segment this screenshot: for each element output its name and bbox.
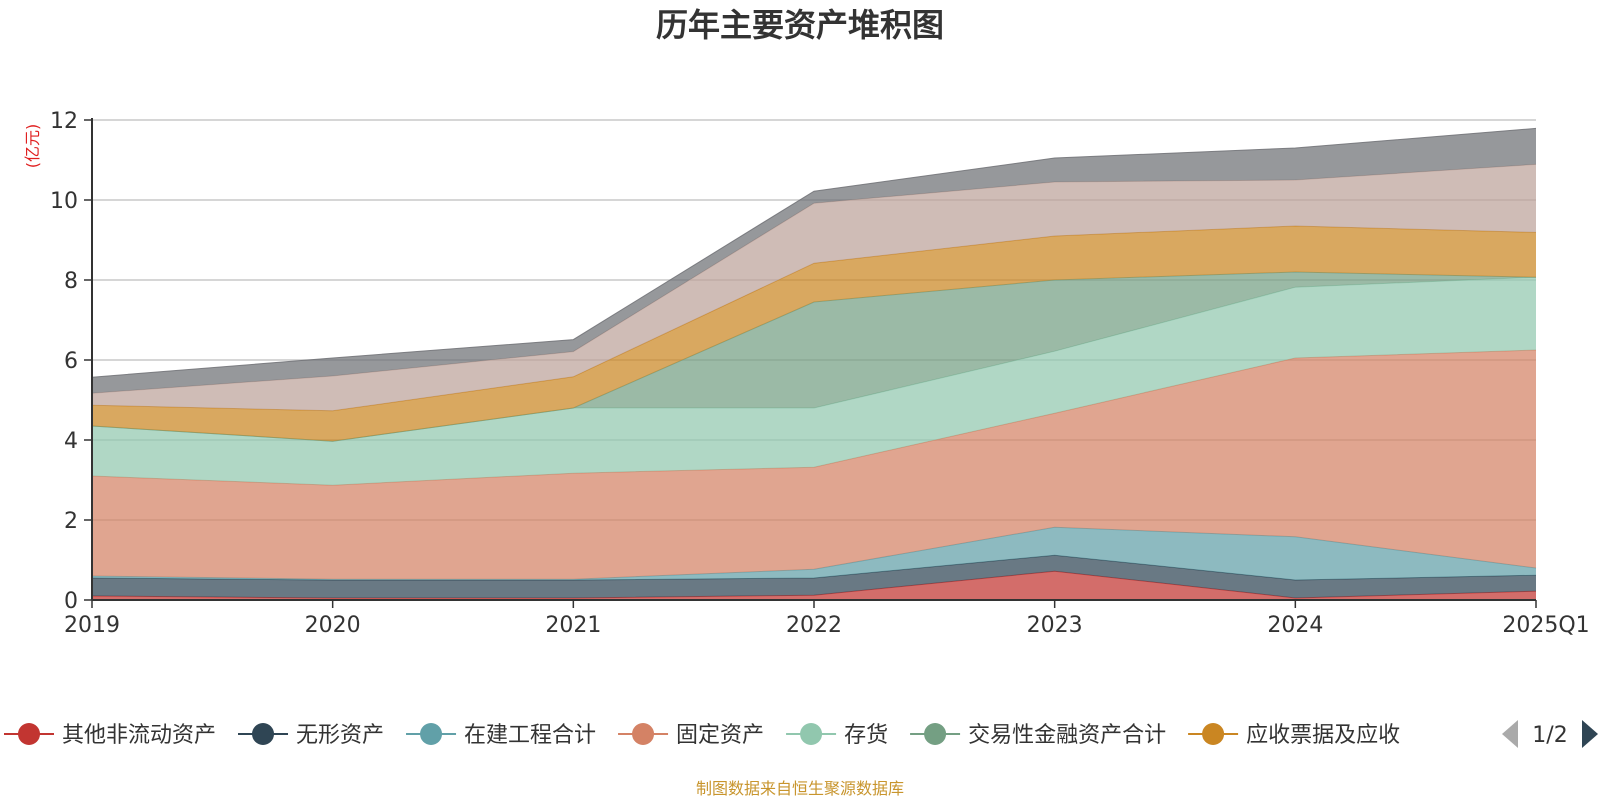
legend-label: 应收票据及应收: [1246, 723, 1400, 748]
y-tick-label: 12: [50, 109, 78, 134]
area-series-5: [92, 277, 1536, 486]
x-tick-label: 2021: [545, 613, 601, 638]
legend-dot-marker: [800, 723, 823, 745]
y-tick-label: 0: [64, 589, 78, 614]
legend-item-5[interactable]: 存货: [786, 723, 888, 748]
legend-label: 固定资产: [676, 723, 764, 748]
source-note: 制图数据来自恒生聚源数据库: [696, 779, 904, 798]
legend-dot-marker: [18, 723, 40, 745]
legend-item-2[interactable]: 无形资产: [238, 723, 384, 748]
x-tick-label: 2022: [786, 613, 842, 638]
legend-pager: 1/2: [1502, 720, 1598, 748]
legend-item-1[interactable]: 其他非流动资产: [4, 723, 216, 748]
axes: 0 2 4 6 8 10 12 2019 2020 2021 2022 2023 2024 2025Q1: [50, 109, 1590, 638]
y-tick-label: 8: [64, 269, 78, 294]
x-tick-label: 2023: [1027, 613, 1083, 638]
area-series-1: [92, 571, 1536, 600]
legend-dot-marker: [924, 723, 947, 745]
legend-dot-marker: [632, 723, 655, 745]
legend-item-3[interactable]: 在建工程合计: [406, 723, 596, 748]
legend-label: 其他非流动资产: [62, 723, 216, 748]
y-axis-unit-label: (亿元): [23, 124, 42, 169]
x-tick-label: 2020: [305, 613, 361, 638]
area-series-6: [92, 272, 1536, 442]
area-series-9: [92, 128, 1536, 394]
legend-label: 存货: [844, 723, 888, 748]
y-tick-label: 2: [64, 509, 78, 534]
y-tick-label: 6: [64, 349, 78, 374]
legend-label: 在建工程合计: [464, 723, 596, 748]
chart-title: 历年主要资产堆积图: [656, 6, 944, 44]
legend-label: 交易性金融资产合计: [968, 723, 1166, 748]
legend-item-7[interactable]: 应收票据及应收: [1188, 723, 1400, 748]
legend-prev-page-icon[interactable]: [1502, 720, 1518, 748]
area-series-8: [92, 164, 1536, 411]
legend-next-page-icon[interactable]: [1582, 720, 1598, 748]
area-series-4: [92, 350, 1536, 580]
area-series-layer: [91, 127, 1537, 600]
legend-dot-marker: [420, 723, 443, 745]
area-series-7: [92, 226, 1536, 442]
y-tick-label: 10: [50, 189, 78, 214]
legend-dot-marker: [1202, 723, 1225, 745]
legend-item-6[interactable]: 交易性金融资产合计: [910, 723, 1166, 748]
legend-dot-marker: [252, 723, 275, 745]
x-tick-label: 2019: [64, 613, 120, 638]
legend-page-indicator: 1/2: [1532, 723, 1567, 748]
x-tick-label: 2024: [1267, 613, 1323, 638]
x-tick-label: 2025Q1: [1502, 613, 1589, 638]
area-series-2: [92, 555, 1536, 598]
y-tick-label: 4: [64, 429, 78, 454]
legend-item-4[interactable]: 固定资产: [618, 723, 764, 748]
area-series-line: [91, 127, 1537, 378]
legend-label: 无形资产: [296, 723, 384, 748]
area-series-3: [92, 527, 1536, 580]
legend[interactable]: 其他非流动资产 无形资产 在建工程合计 固定资产 存货 交易性金融资产合计 应收票据及应收 1…: [4, 720, 1598, 748]
